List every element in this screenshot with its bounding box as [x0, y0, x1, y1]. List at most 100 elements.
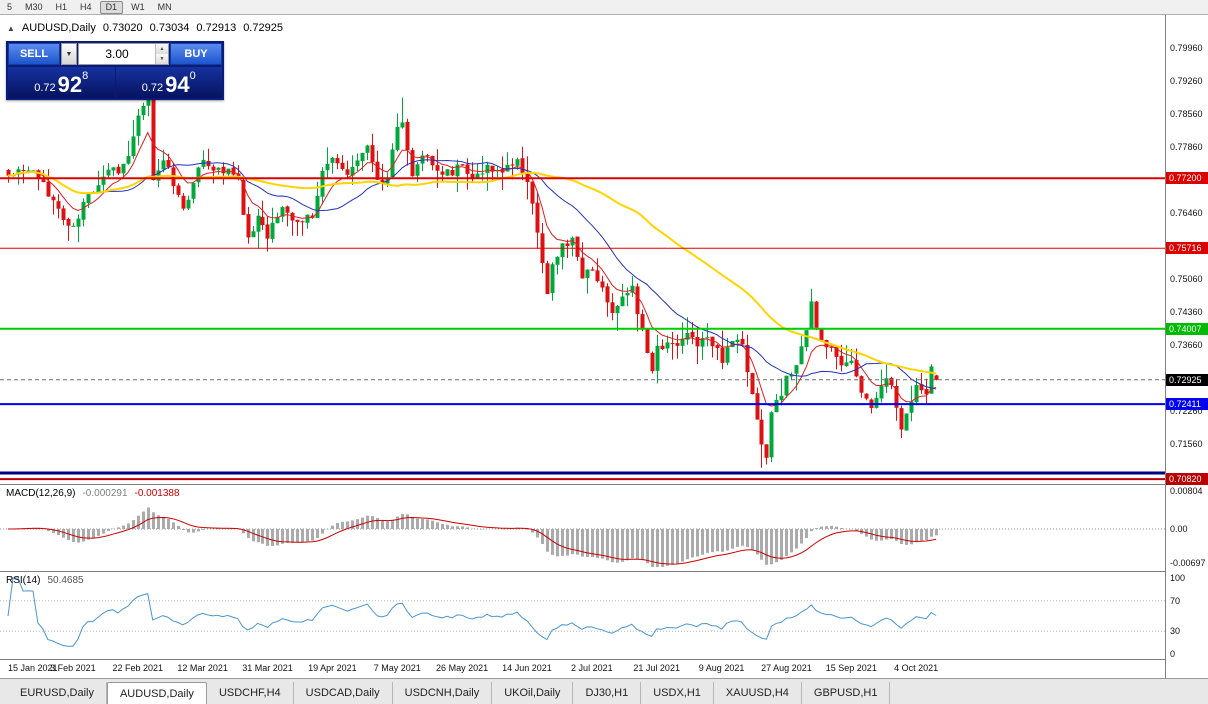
rsi-label: RSI(14) 50.4685 [6, 575, 84, 586]
price-level-marker: 0.72925 [1166, 373, 1208, 386]
rsi-axis-label: 100 [1170, 573, 1186, 583]
macd-histogram [17, 507, 938, 567]
price-tick-label: 0.75060 [1170, 274, 1203, 285]
price-tick-label: 0.73660 [1170, 340, 1203, 351]
date-label: 27 Aug 2021 [761, 663, 812, 673]
timeframe-toolbar: 5 M30 H1 H4 D1 W1 MN [0, 0, 1208, 15]
volume-decrease-button[interactable]: ▼ [156, 54, 168, 64]
price-axis: 0.799600.792600.785600.778600.771600.764… [1165, 15, 1208, 678]
ask-price[interactable]: 0.72 94 0 [115, 67, 222, 98]
chart-tab-usdcnh[interactable]: USDCNH,Daily [392, 682, 493, 704]
chevron-down-icon: ▼ [65, 50, 73, 58]
timeframe-button-h4[interactable]: H4 [80, 1, 92, 12]
date-label: 3 Feb 2021 [50, 663, 96, 673]
timeframe-button-w1[interactable]: W1 [131, 1, 145, 12]
timeframe-button-mn[interactable]: MN [157, 1, 172, 12]
date-label: 26 May 2021 [436, 663, 489, 673]
date-label: 4 Oct 2021 [894, 663, 939, 673]
rsi-value: 50.4685 [47, 575, 84, 586]
date-label: 9 Aug 2021 [698, 663, 745, 673]
date-label: 15 Sep 2021 [825, 663, 877, 673]
date-label: 12 Mar 2021 [177, 663, 228, 673]
rsi-indicator-pane[interactable]: RSI(14) 50.4685 [0, 572, 1165, 660]
chart-tab-ukoil[interactable]: UKOil,Daily [492, 682, 574, 704]
date-label: 31 Mar 2021 [242, 663, 293, 673]
ma-line-20 [7, 159, 937, 390]
chart-tab-xauusd[interactable]: XAUUSD,H4 [713, 682, 802, 704]
ask-pip-digit: 0 [189, 70, 196, 82]
bid-prefix: 0.72 [34, 82, 56, 94]
price-tick-label: 0.79260 [1170, 76, 1203, 87]
symbol-collapse-icon[interactable]: ▲ [7, 23, 15, 33]
bid-price[interactable]: 0.72 92 8 [8, 67, 115, 98]
ask-prefix: 0.72 [141, 82, 164, 94]
date-label: 15 Jan 2021 [8, 663, 58, 673]
ma-line-50 [7, 170, 937, 375]
chart-tab-usdx[interactable]: USDX,H1 [641, 682, 714, 704]
chart-tab-dj30[interactable]: DJ30,H1 [573, 682, 642, 704]
ohlc-info-line: ▲ AUDUSD,Daily 0.73020 0.73034 0.72913 0… [7, 22, 283, 34]
bid-pip-digit: 8 [82, 70, 89, 82]
macd-main-value: -0.000291 [82, 488, 128, 499]
rsi-name: RSI(14) [6, 575, 41, 586]
high-value: 0.73034 [149, 22, 190, 34]
date-label: 21 Jul 2021 [633, 663, 680, 673]
sell-button[interactable]: SELL [8, 43, 60, 65]
date-label: 7 May 2021 [373, 663, 421, 673]
price-level-marker: 0.74007 [1166, 322, 1208, 335]
chart-tab-audusd[interactable]: AUDUSD,Daily [106, 682, 207, 704]
macd-name: MACD(12,26,9) [6, 488, 76, 499]
rsi-axis-label: 30 [1170, 626, 1181, 637]
ask-big-digits: 94 [165, 72, 190, 97]
macd-signal-value: -0.001388 [134, 488, 180, 499]
chart-tab-eurusd[interactable]: EURUSD,Daily [8, 682, 107, 704]
timeframe-button-m30[interactable]: M30 [25, 1, 43, 12]
timeframe-button-5[interactable]: 5 [7, 1, 13, 12]
trade-panel-controls: SELL ▼ ▲ ▼ BUY [8, 43, 222, 65]
date-label: 14 Jun 2021 [502, 663, 552, 673]
chart-window: ▲ AUDUSD,Daily 0.73020 0.73034 0.72913 0… [0, 15, 1208, 678]
price-tick-label: 0.74360 [1170, 307, 1203, 318]
volume-dropdown-button[interactable]: ▼ [61, 43, 77, 65]
chart-tab-usdcad[interactable]: USDCAD,Daily [293, 682, 393, 704]
price-level-marker: 0.70820 [1166, 473, 1208, 486]
rsi-line [7, 577, 937, 647]
buy-button[interactable]: BUY [170, 43, 222, 65]
macd-axis-label: -0.00697 [1170, 558, 1206, 568]
macd-axis-label: 0.00804 [1170, 486, 1203, 496]
price-level-marker: 0.77200 [1166, 172, 1208, 185]
macd-chart [0, 507, 1165, 567]
price-tick-label: 0.72260 [1170, 406, 1203, 417]
macd-label: MACD(12,26,9) -0.000291 -0.001388 [6, 488, 180, 499]
price-level-marker: 0.72411 [1166, 398, 1208, 411]
timeframe-button-h1[interactable]: H1 [55, 1, 68, 12]
low-value: 0.72913 [196, 22, 237, 34]
date-axis: 15 Jan 2021 3 Feb 2021 22 Feb 2021 12 Mar 2… [0, 660, 1165, 678]
macd-indicator-pane[interactable]: MACD(12,26,9) -0.000291 -0.001388 [0, 485, 1165, 572]
volume-field: ▲ ▼ [78, 43, 169, 65]
date-label: 22 Feb 2021 [112, 663, 164, 673]
timeframe-button-d1[interactable]: D1 [99, 0, 124, 14]
price-tick-label: 0.79960 [1170, 43, 1203, 53]
volume-spinner: ▲ ▼ [155, 44, 168, 64]
volume-input[interactable] [79, 44, 155, 64]
bid-big-digits: 92 [57, 72, 83, 97]
volume-increase-button[interactable]: ▲ [156, 44, 168, 54]
candlestick-chart[interactable] [0, 15, 1165, 484]
price-chart-pane[interactable]: ▲ AUDUSD,Daily 0.73020 0.73034 0.72913 0… [0, 15, 1165, 485]
chart-tab-gbpusd[interactable]: GBPUSD,H1 [801, 682, 891, 704]
open-value: 0.73020 [102, 22, 143, 34]
chart-tab-usdchf[interactable]: USDCHF,H4 [206, 682, 294, 704]
price-tick-label: 0.78560 [1170, 109, 1203, 120]
rsi-axis-label: 70 [1170, 595, 1181, 606]
close-value: 0.72925 [243, 22, 283, 34]
macd-signal-line [8, 516, 937, 565]
price-tick-label: 0.71560 [1170, 439, 1203, 450]
price-tick-label: 0.76460 [1170, 208, 1203, 219]
chart-panes: ▲ AUDUSD,Daily 0.73020 0.73034 0.72913 0… [0, 15, 1165, 678]
chart-symbol-label: AUDUSD,Daily [21, 22, 96, 34]
candles [6, 93, 939, 468]
date-label: 19 Apr 2021 [308, 663, 357, 673]
